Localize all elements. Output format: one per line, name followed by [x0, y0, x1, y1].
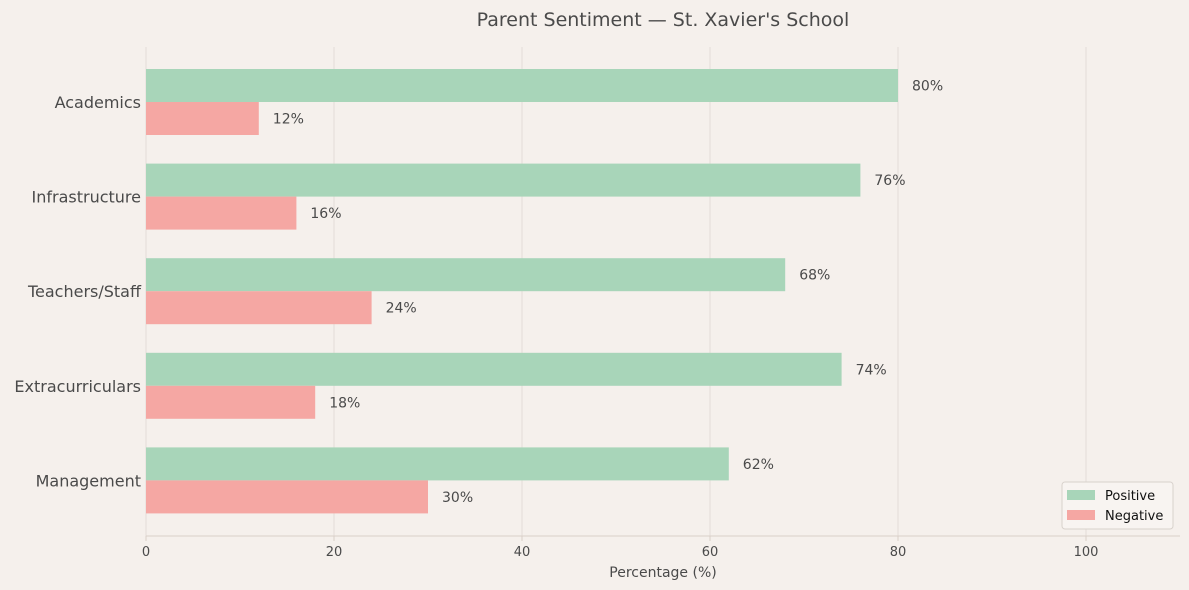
chart-title: Parent Sentiment — St. Xavier's School — [477, 9, 850, 31]
axes: 0 20 40 60 80 100 Academics Infrastructure Teach… — [14, 93, 1180, 560]
bar-negative — [146, 385, 316, 419]
data-label: 68% — [799, 268, 830, 284]
bar-positive — [146, 447, 729, 481]
category-label: Extracurriculars — [14, 377, 141, 396]
x-tick-label: 60 — [702, 545, 719, 560]
category-label: Management — [36, 471, 141, 490]
data-label: 12% — [273, 112, 304, 128]
data-label: 16% — [310, 206, 341, 222]
x-tick-label: 0 — [142, 545, 150, 560]
data-label: 24% — [386, 301, 417, 317]
x-tick-label: 40 — [514, 545, 531, 560]
bar-negative — [146, 480, 428, 514]
bar-positive — [146, 352, 842, 386]
data-label: 76% — [874, 173, 905, 189]
category-label: Teachers/Staff — [27, 282, 142, 301]
data-label: 30% — [442, 490, 473, 506]
x-tick-label: 100 — [1074, 545, 1099, 560]
legend-label: Positive — [1105, 489, 1155, 504]
x-tick-label: 80 — [890, 545, 907, 560]
bar-negative — [146, 291, 372, 325]
data-label: 80% — [912, 79, 943, 95]
data-label: 74% — [856, 362, 887, 378]
legend-swatch — [1067, 490, 1095, 500]
legend-label: Negative — [1105, 509, 1163, 524]
legend-swatch — [1067, 510, 1095, 520]
bar-positive — [146, 258, 786, 292]
data-label: 18% — [329, 395, 360, 411]
x-tick-label: 20 — [326, 545, 343, 560]
bars: 80% 12% 76% 16% 68% 24% 74% 18% 62% 30% — [146, 69, 943, 514]
legend: Positive Negative — [1061, 481, 1174, 530]
bar-positive — [146, 163, 861, 197]
category-label: Academics — [55, 93, 141, 112]
data-label: 62% — [743, 457, 774, 473]
bar-positive — [146, 69, 898, 102]
category-label: Infrastructure — [32, 188, 141, 207]
bar-negative — [146, 102, 259, 135]
bar-negative — [146, 196, 297, 230]
x-axis-title: Percentage (%) — [609, 565, 716, 581]
